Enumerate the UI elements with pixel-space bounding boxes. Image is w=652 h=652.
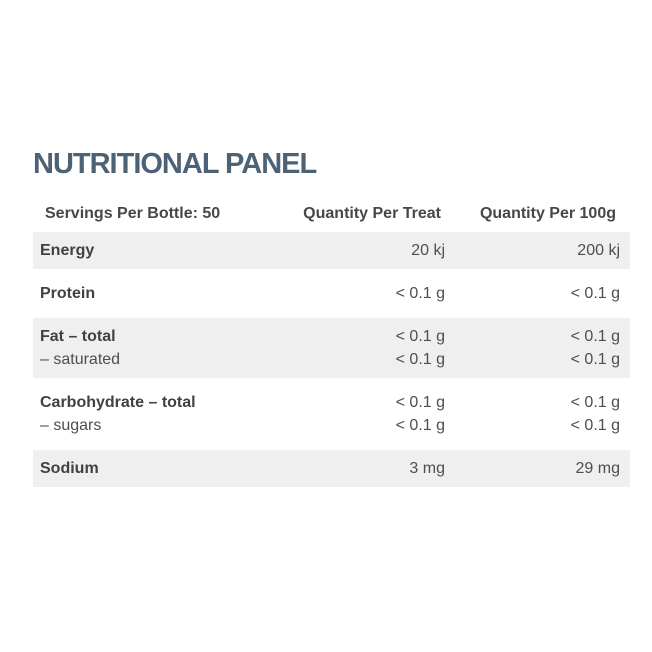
header-row: Servings Per Bottle: 50 Quantity Per Tre…	[33, 204, 630, 226]
nutrition-table: Servings Per Bottle: 50 Quantity Per Tre…	[33, 198, 630, 493]
nutrient-label-cell: Energy	[33, 232, 265, 269]
nutrient-label-cell: Protein	[33, 275, 265, 312]
value-per-treat: < 0.1 g	[395, 328, 445, 345]
nutrient-sub-label: – sugars	[40, 417, 102, 434]
column-header-per-treat: Quantity Per Treat	[303, 205, 441, 222]
row-protein: Protein < 0.1 g < 0.1 g	[33, 275, 630, 312]
quantity-per-treat-cell: < 0.1 g < 0.1 g	[265, 384, 455, 444]
row-energy: Energy 20 kj 200 kj	[33, 232, 630, 269]
quantity-per-treat-cell: 20 kj	[265, 232, 455, 269]
row-carbohydrate: Carbohydrate – total – sugars < 0.1 g < …	[33, 384, 630, 444]
nutrient-label: Sodium	[40, 460, 99, 477]
row-sodium: Sodium 3 mg 29 mg	[33, 450, 630, 487]
quantity-per-100g-cell: 200 kj	[455, 232, 630, 269]
nutrient-label: Carbohydrate – total	[40, 394, 196, 411]
quantity-per-100g-cell: 29 mg	[455, 450, 630, 487]
nutrient-label: Fat – total	[40, 328, 116, 345]
page-title: NUTRITIONAL PANEL	[33, 148, 317, 180]
nutrient-label-cell: Fat – total – saturated	[33, 318, 265, 378]
value-per-100g: 200 kj	[577, 242, 620, 259]
quantity-per-treat-cell: < 0.1 g < 0.1 g	[265, 318, 455, 378]
nutrient-label-cell: Carbohydrate – total – sugars	[33, 384, 265, 444]
nutrient-sub-label: – saturated	[40, 351, 121, 368]
nutrient-label-cell: Sodium	[33, 450, 265, 487]
sub-value-per-100g: < 0.1 g	[570, 417, 620, 434]
row-fat: Fat – total – saturated < 0.1 g < 0.1 g …	[33, 318, 630, 378]
value-per-treat: < 0.1 g	[395, 394, 445, 411]
value-per-treat: < 0.1 g	[395, 285, 445, 302]
value-per-100g: 29 mg	[575, 460, 620, 477]
quantity-per-100g-cell: < 0.1 g < 0.1 g	[455, 384, 630, 444]
value-per-treat: 20 kj	[411, 242, 445, 259]
quantity-per-treat-cell: < 0.1 g	[265, 275, 455, 312]
nutrient-label: Protein	[40, 285, 96, 302]
value-per-100g: < 0.1 g	[570, 285, 620, 302]
quantity-per-100g-cell: < 0.1 g	[455, 275, 630, 312]
quantity-per-treat-cell: 3 mg	[265, 450, 455, 487]
sub-value-per-treat: < 0.1 g	[395, 351, 445, 368]
column-header-servings: Servings Per Bottle: 50	[45, 205, 221, 222]
nutrient-label: Energy	[40, 242, 95, 259]
quantity-per-100g-cell: < 0.1 g < 0.1 g	[455, 318, 630, 378]
value-per-100g: < 0.1 g	[570, 394, 620, 411]
value-per-100g: < 0.1 g	[570, 328, 620, 345]
value-per-treat: 3 mg	[409, 460, 445, 477]
sub-value-per-treat: < 0.1 g	[395, 417, 445, 434]
column-header-per-100g: Quantity Per 100g	[479, 205, 616, 222]
sub-value-per-100g: < 0.1 g	[570, 351, 620, 368]
